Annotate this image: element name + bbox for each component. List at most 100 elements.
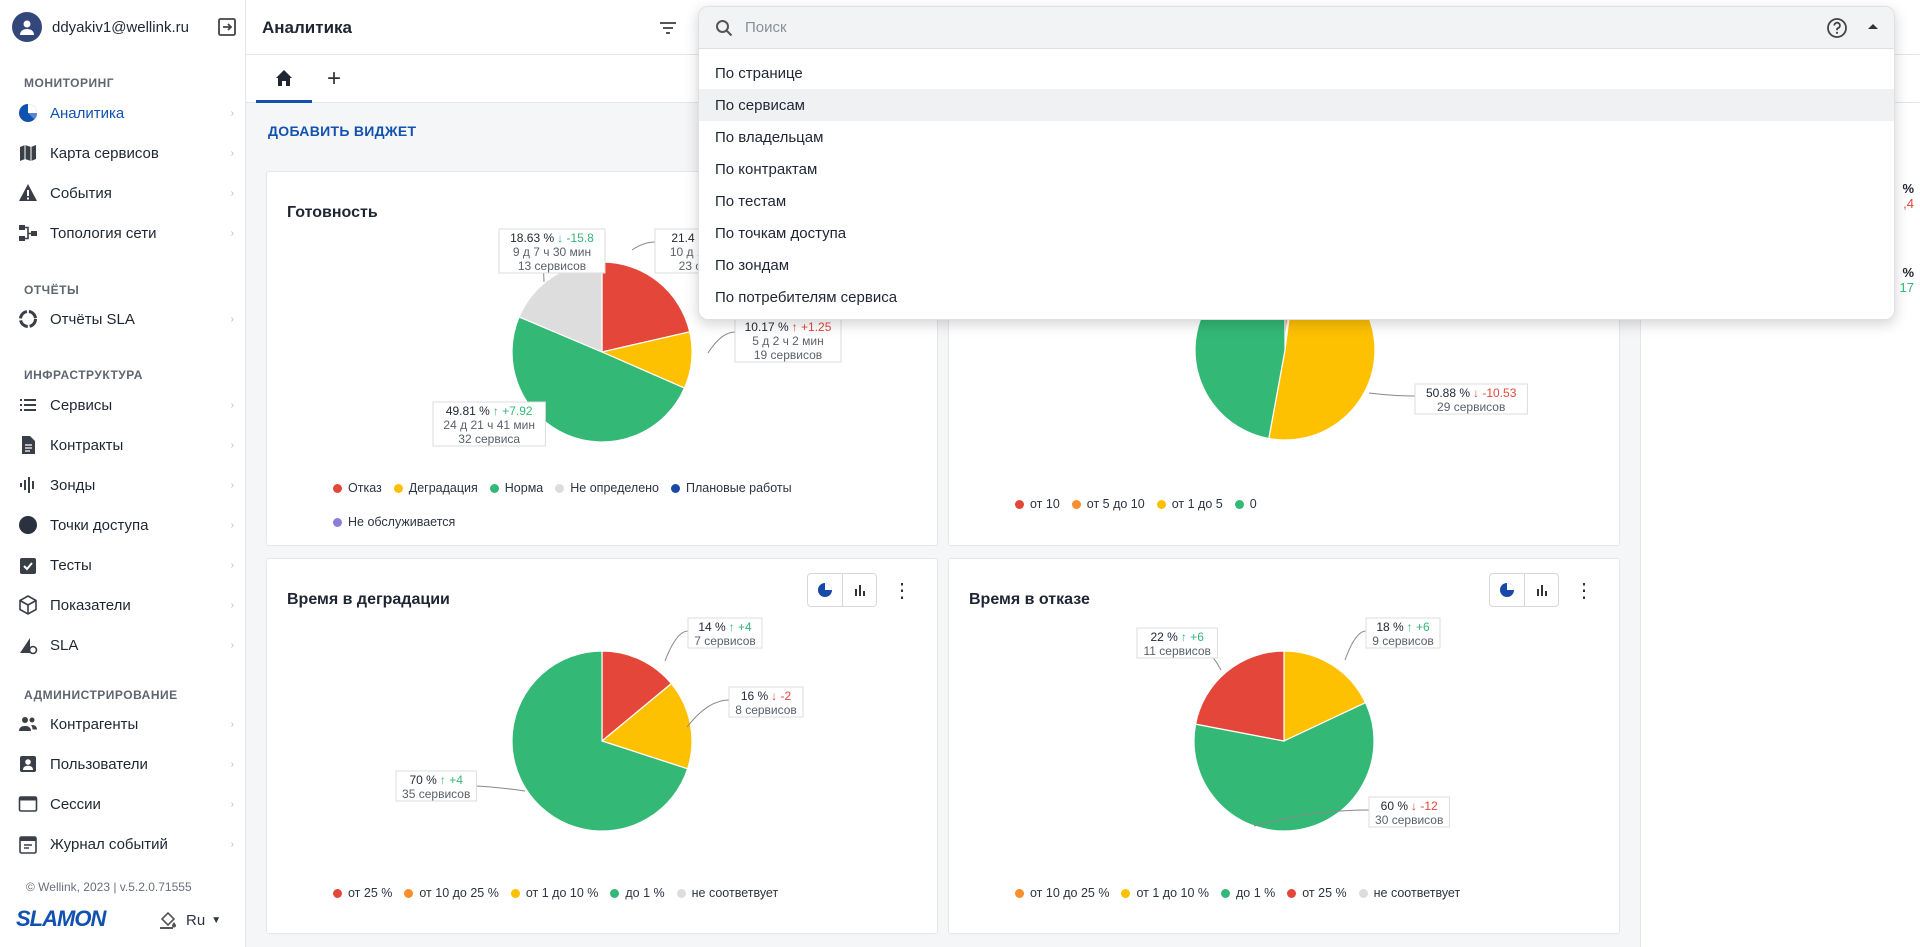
legend-item[interactable]: Деградация [393,471,478,505]
search-icon [716,19,733,36]
bar-view-button[interactable] [842,574,876,606]
legend-label: Не обслуживается [348,515,456,529]
pie-slice[interactable] [601,261,691,353]
dropdown-option[interactable]: По потребителям сервиса [715,288,898,306]
help-icon[interactable] [1826,17,1848,44]
people-icon [16,712,40,736]
sidebar-item[interactable]: SLA › [10,629,236,661]
widget-tools: ⋮ [1489,573,1599,607]
sidebar-item-label: Точки доступа [50,516,149,534]
legend-item[interactable]: до 1 % [1220,876,1275,910]
pie-slice[interactable] [1194,650,1285,742]
pie-slice[interactable] [1193,701,1375,832]
legend-color-dot [676,888,686,898]
chevron-right-icon: › [230,147,234,159]
legend-item[interactable]: 0 [1234,487,1257,521]
pie-slice[interactable] [511,650,689,832]
sla-gear-icon [16,633,40,657]
bar-chart-icon [1536,585,1547,596]
sidebar-item[interactable]: События › [10,177,236,209]
legend-item[interactable]: Плановые работы [671,471,792,505]
sidebar-item[interactable]: Контрагенты › [10,708,236,740]
sidebar-item-label: Контрагенты [50,715,139,733]
data-label-box [1136,627,1218,659]
sidebar-item[interactable]: Отчёты SLA › [10,303,236,335]
data-label-detail: 19 сервисов [754,348,822,362]
data-label-pct: 60 % ↓ -12 [1381,799,1438,813]
pie-view-button[interactable] [1490,574,1524,606]
more-vert-icon[interactable]: ⋮ [1574,579,1594,602]
pie-chart-icon [1500,583,1514,597]
avatar[interactable] [12,12,42,42]
sidebar-item[interactable]: Журнал событий › [10,828,236,860]
data-label-value: 10.17 % [745,320,789,334]
dropdown-option[interactable]: По владельцам [715,128,824,146]
checklist-icon [16,553,40,577]
legend-item[interactable]: до 1 % [610,876,665,910]
legend-color-dot [404,888,414,898]
pie-slice[interactable] [601,650,673,743]
data-label-detail: 24 д 21 ч 41 мин [443,418,535,432]
logout-icon[interactable] [216,16,238,38]
data-label-box [1365,617,1441,649]
pie-slice[interactable] [511,316,686,443]
legend-item[interactable]: от 1 до 10 % [510,876,598,910]
sidebar-item[interactable]: Контракты › [10,429,236,461]
pie-view-button[interactable] [808,574,842,606]
more-vert-icon[interactable]: ⋮ [892,579,912,602]
data-label-value: 60 % [1381,799,1409,813]
legend-item[interactable]: от 1 до 10 % [1121,876,1209,910]
legend-item[interactable]: от 25 % [333,876,392,910]
legend-color-dot [671,483,680,493]
legend-item[interactable]: Не определено [555,471,659,505]
legend-item[interactable]: Не обслуживается [333,505,455,539]
legend-item[interactable]: не соответвует [676,876,778,910]
dropdown-option[interactable]: По странице [715,64,803,82]
legend-item[interactable]: Норма [489,471,543,505]
chevron-right-icon: › [230,399,234,411]
legend-item[interactable]: не соответвует [1358,876,1460,910]
legend-item[interactable]: от 10 [1015,487,1060,521]
chart-legend: Отказ Деградация Норма Не определено Плановы… [333,471,853,539]
chevron-right-icon: › [230,107,234,119]
dropdown-option[interactable]: По точкам доступа [715,224,847,242]
sidebar-item[interactable]: Топология сети › [10,217,236,249]
legend-item[interactable]: Отказ [333,471,382,505]
peek-delta: ,4 [1903,196,1914,211]
chevron-down-icon: ▼ [211,914,222,926]
sidebar-item[interactable]: Зонды › [10,469,236,501]
dropdown-option[interactable]: По тестам [715,192,787,210]
tab-home[interactable] [256,55,312,103]
sidebar-item[interactable]: Пользователи › [10,748,236,780]
dropdown-option[interactable]: По зондам [715,256,790,274]
dropdown-option[interactable]: По сервисам [699,89,1894,121]
sidebar-item[interactable]: Тесты › [10,549,236,581]
sidebar-item[interactable]: Точки доступа › [10,509,236,541]
sidebar-item[interactable]: Сессии › [10,788,236,820]
legend-item[interactable]: от 25 % [1287,876,1347,910]
sidebar-item[interactable]: Сервисы › [10,389,236,421]
chevron-up-icon[interactable] [1866,19,1880,38]
sidebar-item[interactable]: Карта сервисов › [10,137,236,169]
legend-item[interactable]: от 5 до 10 [1071,487,1145,521]
search-input[interactable] [745,19,1785,36]
legend-color-dot [1287,888,1297,898]
sidebar-item[interactable]: Аналитика › [10,97,236,129]
language-selector[interactable]: Ru ▼ [158,910,221,930]
legend-color-dot [1015,499,1024,509]
pie-slice[interactable] [600,682,693,770]
legend-item[interactable]: от 1 до 5 [1156,487,1223,521]
bar-view-button[interactable] [1524,574,1558,606]
add-tab-button[interactable]: + [326,65,341,92]
sidebar-item[interactable]: Показатели › [10,589,236,621]
pie-slice[interactable] [1283,650,1367,742]
filter-icon[interactable] [658,18,678,43]
data-label-detail: 35 сервисов [402,787,470,801]
chevron-right-icon: › [230,559,234,571]
legend-item[interactable]: от 10 до 25 % [1015,876,1109,910]
legend-label: от 25 % [1302,886,1347,900]
add-widget-button[interactable]: ДОБАВИТЬ ВИДЖЕТ [268,123,417,139]
dropdown-option[interactable]: По контрактам [715,160,818,178]
legend-item[interactable]: от 10 до 25 % [404,876,499,910]
data-label-detail: 30 сервисов [1375,813,1443,827]
